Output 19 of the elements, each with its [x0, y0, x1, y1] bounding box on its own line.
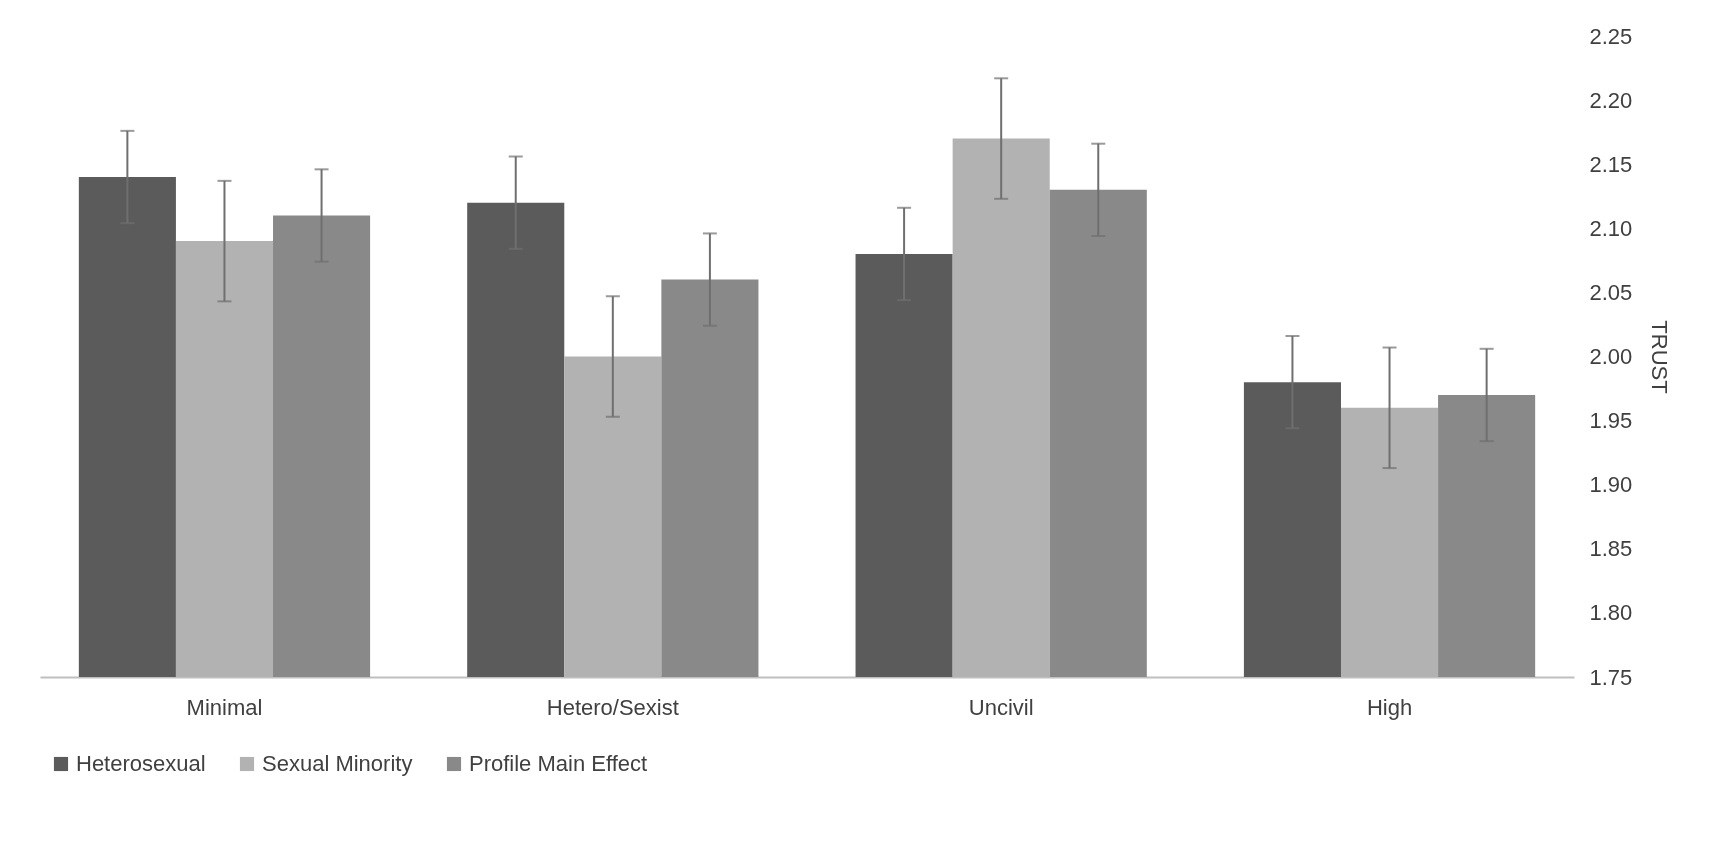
y-tick-label: 2.15	[1589, 151, 1633, 177]
y-tick-label: 1.80	[1589, 600, 1633, 626]
x-tick-label: Minimal	[186, 694, 263, 720]
y-tick-label: 1.75	[1589, 664, 1633, 690]
x-tick-label: Uncivil	[968, 694, 1034, 720]
y-tick-label: 2.00	[1589, 344, 1633, 369]
y-tick-label: 2.10	[1589, 215, 1633, 241]
legend-label: Heterosexual	[76, 751, 206, 776]
y-axis-title: TRUST	[1647, 320, 1673, 394]
y-tick-label: 2.05	[1589, 279, 1633, 305]
legend-label: Sexual Minority	[262, 751, 413, 776]
y-tick-label: 1.85	[1589, 536, 1633, 562]
y-tick-label: 1.90	[1589, 472, 1633, 498]
legend-label: Profile Main Effect	[469, 751, 648, 776]
y-tick-label: 2.25	[1589, 23, 1633, 49]
x-tick-label: High	[1366, 694, 1413, 720]
y-tick-label: 1.95	[1589, 408, 1633, 434]
x-tick-label: Hetero/Sexist	[546, 694, 679, 720]
y-tick-label: 2.20	[1589, 87, 1633, 113]
